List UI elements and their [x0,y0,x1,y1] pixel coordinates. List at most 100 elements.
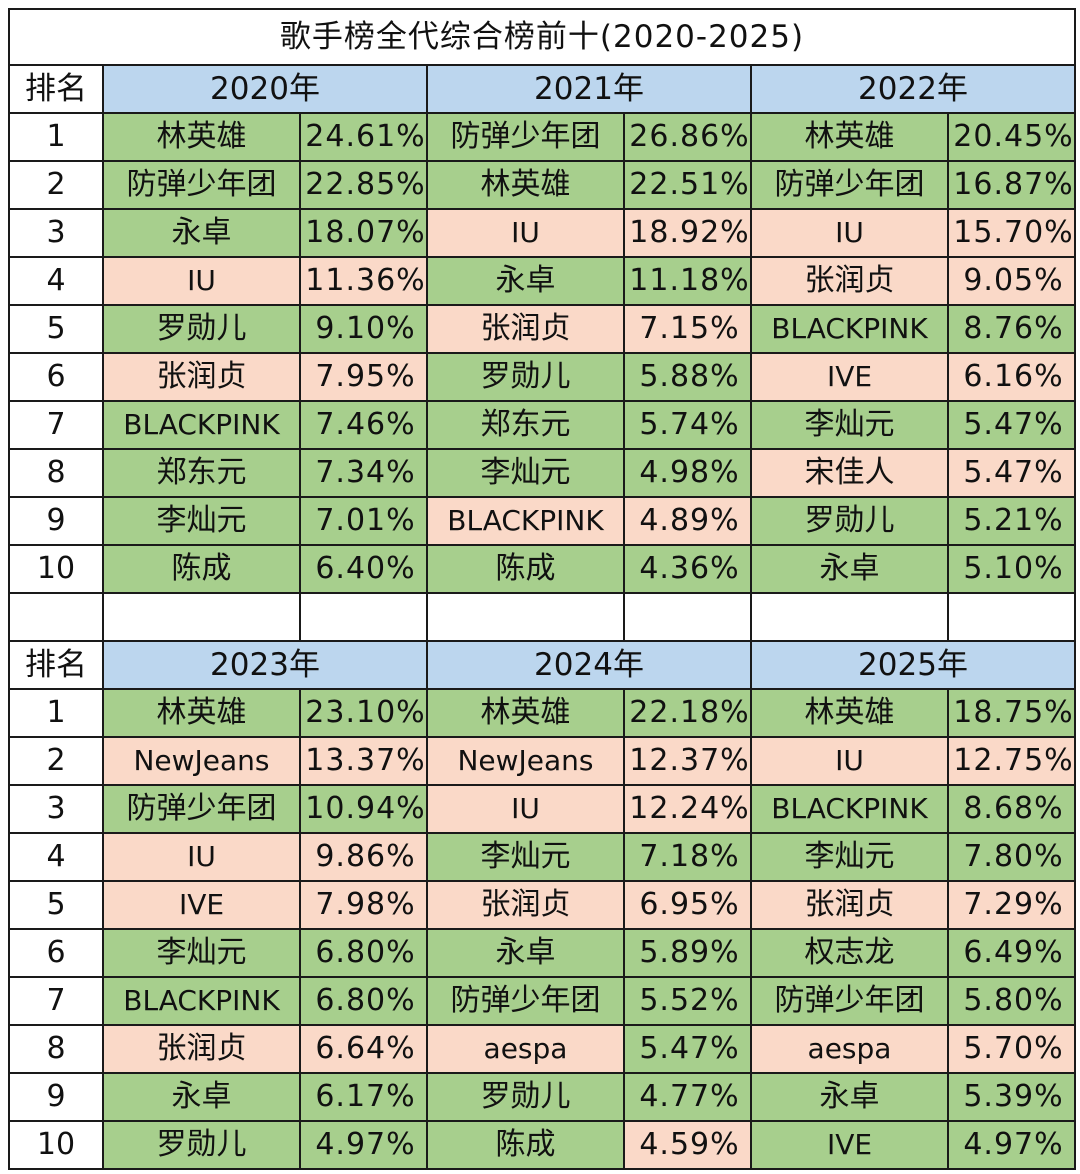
share-percent-cell: 9.10% [299,304,428,354]
artist-name-cell: BLACKPINK [102,400,301,450]
rank-cell: 9 [8,496,104,546]
empty-cell [426,592,625,642]
artist-name-cell: 李灿元 [750,832,949,882]
share-percent-cell: 6.16% [947,352,1076,402]
artist-name-cell: aespa [426,1024,625,1074]
artist-name-cell: BLACKPINK [750,304,949,354]
share-percent-cell: 22.85% [299,160,428,210]
share-percent-cell: 13.37% [299,736,428,786]
artist-name-cell: 张润贞 [750,880,949,930]
share-percent-cell: 5.88% [623,352,752,402]
rank-cell: 7 [8,976,104,1026]
artist-name-cell: 郑东元 [102,448,301,498]
share-percent-cell: 12.24% [623,784,752,834]
artist-name-cell: 罗勋儿 [102,304,301,354]
share-percent-cell: 16.87% [947,160,1076,210]
share-percent-cell: 5.21% [947,496,1076,546]
share-percent-cell: 5.52% [623,976,752,1026]
rank-cell: 4 [8,832,104,882]
sheet-title: 歌手榜全代综合榜前十(2020-2025) [8,8,1076,66]
rank-cell: 6 [8,352,104,402]
share-percent-cell: 5.10% [947,544,1076,594]
artist-name-cell: 防弹少年团 [102,784,301,834]
share-percent-cell: 26.86% [623,112,752,162]
share-percent-cell: 7.15% [623,304,752,354]
share-percent-cell: 8.68% [947,784,1076,834]
table-row: 9 李灿元 7.01% BLACKPINK 4.89% 罗勋儿 5.21% [8,496,1076,546]
artist-name-cell: 罗勋儿 [750,496,949,546]
rank-cell: 2 [8,736,104,786]
share-percent-cell: 4.98% [623,448,752,498]
artist-name-cell: aespa [750,1024,949,1074]
share-percent-cell: 5.80% [947,976,1076,1026]
share-percent-cell: 7.80% [947,832,1076,882]
share-percent-cell: 11.36% [299,256,428,306]
artist-name-cell: BLACKPINK [102,976,301,1026]
empty-cell [623,592,752,642]
share-percent-cell: 7.18% [623,832,752,882]
artist-name-cell: 陈成 [102,544,301,594]
artist-name-cell: 李灿元 [750,400,949,450]
artist-name-cell: 张润贞 [426,880,625,930]
rank-column-header: 排名 [8,64,104,114]
artist-name-cell: 林英雄 [426,160,625,210]
share-percent-cell: 6.49% [947,928,1076,978]
share-percent-cell: 18.75% [947,688,1076,738]
table-row: 9 永卓 6.17% 罗勋儿 4.77% 永卓 5.39% [8,1072,1076,1122]
rank-cell: 3 [8,784,104,834]
share-percent-cell: 7.29% [947,880,1076,930]
artist-name-cell: IU [750,208,949,258]
artist-name-cell: 罗勋儿 [426,352,625,402]
share-percent-cell: 5.70% [947,1024,1076,1074]
blank-spacer-row [8,592,1076,642]
artist-name-cell: BLACKPINK [750,784,949,834]
table-row: 5 IVE 7.98% 张润贞 6.95% 张润贞 7.29% [8,880,1076,930]
share-percent-cell: 6.80% [299,976,428,1026]
year-header: 2021年 [426,64,752,114]
artist-name-cell: 防弹少年团 [426,112,625,162]
artist-name-cell: 李灿元 [426,832,625,882]
artist-name-cell: 永卓 [102,1072,301,1122]
artist-name-cell: 林英雄 [750,688,949,738]
share-percent-cell: 24.61% [299,112,428,162]
artist-name-cell: 李灿元 [102,496,301,546]
share-percent-cell: 4.97% [299,1120,428,1170]
share-percent-cell: 7.95% [299,352,428,402]
year-header: 2025年 [750,640,1076,690]
share-percent-cell: 10.94% [299,784,428,834]
table-row: 3 防弹少年团 10.94% IU 12.24% BLACKPINK 8.68% [8,784,1076,834]
artist-name-cell: 宋佳人 [750,448,949,498]
year-header-row: 排名 2023年 2024年 2025年 [8,640,1076,690]
table-row: 2 防弹少年团 22.85% 林英雄 22.51% 防弹少年团 16.87% [8,160,1076,210]
rank-cell: 2 [8,160,104,210]
artist-name-cell: 永卓 [426,256,625,306]
year-header-row: 排名 2020年 2021年 2022年 [8,64,1076,114]
share-percent-cell: 6.80% [299,928,428,978]
artist-name-cell: 防弹少年团 [750,976,949,1026]
share-percent-cell: 5.74% [623,400,752,450]
share-percent-cell: 22.51% [623,160,752,210]
table-row: 6 张润贞 7.95% 罗勋儿 5.88% IVE 6.16% [8,352,1076,402]
artist-name-cell: 林英雄 [426,688,625,738]
artist-name-cell: IVE [750,352,949,402]
spreadsheet-body: 歌手榜全代综合榜前十(2020-2025) 排名 2020年 2021年 2022年 1… [8,8,1076,1170]
share-percent-cell: 6.64% [299,1024,428,1074]
year-header: 2022年 [750,64,1076,114]
table-row: 10 陈成 6.40% 陈成 4.36% 永卓 5.10% [8,544,1076,594]
artist-name-cell: 罗勋儿 [426,1072,625,1122]
year-header: 2023年 [102,640,428,690]
artist-name-cell: IU [426,784,625,834]
empty-cell [299,592,428,642]
share-percent-cell: 7.01% [299,496,428,546]
rank-cell: 8 [8,448,104,498]
share-percent-cell: 9.86% [299,832,428,882]
year-header: 2020年 [102,64,428,114]
table-row: 1 林英雄 24.61% 防弹少年团 26.86% 林英雄 20.45% [8,112,1076,162]
artist-name-cell: IU [102,832,301,882]
table-row: 3 永卓 18.07% IU 18.92% IU 15.70% [8,208,1076,258]
share-percent-cell: 15.70% [947,208,1076,258]
share-percent-cell: 6.17% [299,1072,428,1122]
share-percent-cell: 12.37% [623,736,752,786]
table-row: 5 罗勋儿 9.10% 张润贞 7.15% BLACKPINK 8.76% [8,304,1076,354]
artist-name-cell: 林英雄 [102,688,301,738]
